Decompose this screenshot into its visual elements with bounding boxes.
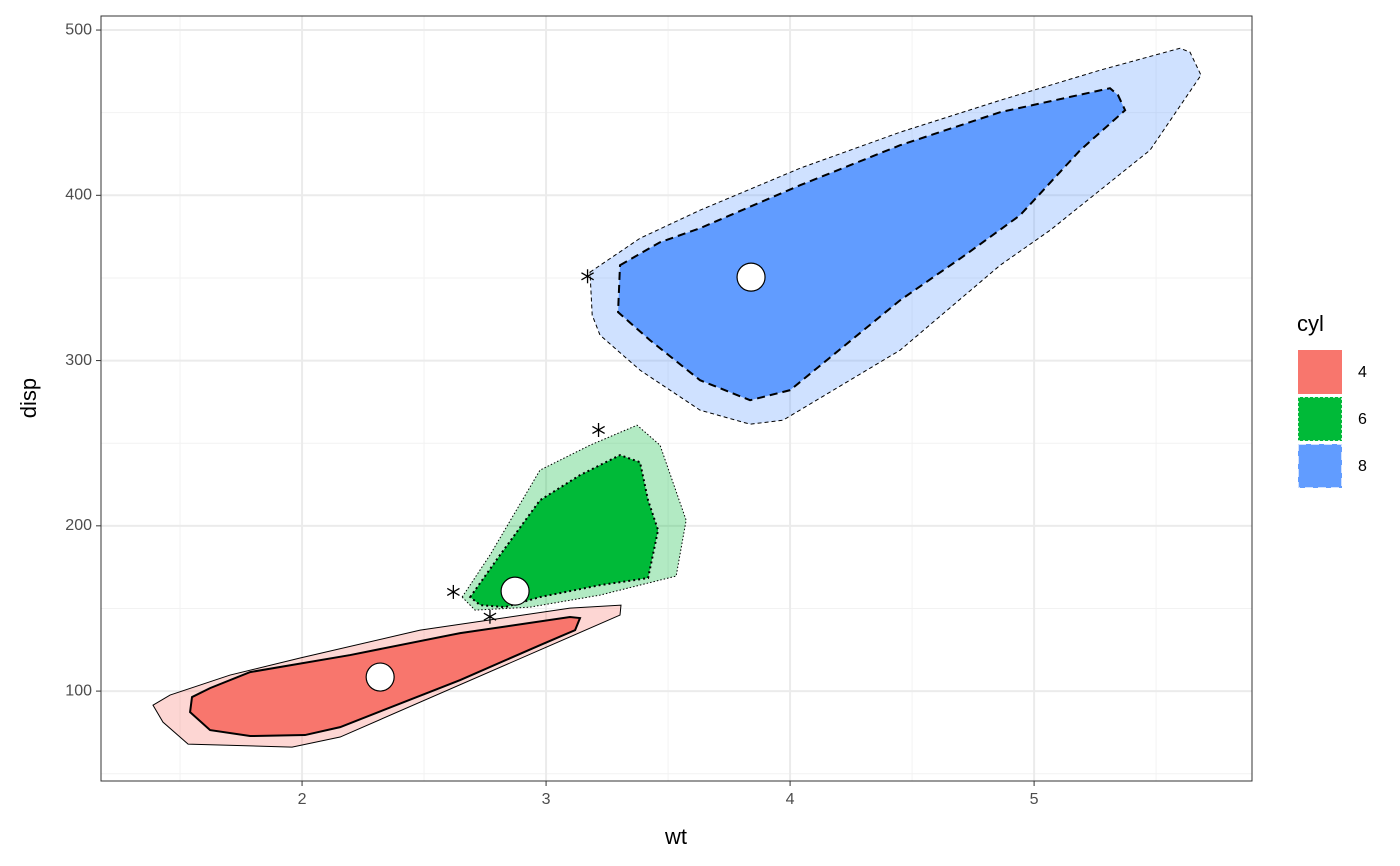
y-axis-title: disp <box>16 378 41 418</box>
legend-key <box>1297 396 1343 442</box>
x-tick-label: 5 <box>1030 791 1039 808</box>
legend-title: cyl <box>1297 311 1324 336</box>
bag <box>468 454 660 609</box>
y-tick-label: 100 <box>65 682 92 699</box>
panel-border <box>100 15 1253 782</box>
outlier <box>483 609 497 624</box>
panel <box>152 47 1202 748</box>
x-tick-label: 4 <box>786 791 795 808</box>
legend-key <box>1298 350 1342 394</box>
legend-key <box>1297 443 1343 489</box>
y-tick-label: 200 <box>65 517 92 534</box>
median <box>736 262 766 292</box>
outlier <box>446 584 460 599</box>
y-tick-label: 500 <box>65 21 92 38</box>
legend-label: 6 <box>1358 411 1367 428</box>
outlier-stroke <box>581 272 594 281</box>
outlier-stroke <box>483 612 497 621</box>
bag <box>617 87 1127 402</box>
x-axis-title: wt <box>664 824 687 849</box>
outlier-stroke <box>446 587 460 597</box>
outlier <box>581 269 594 284</box>
outlier <box>592 422 605 437</box>
median <box>365 662 395 692</box>
y-tick-label: 400 <box>65 187 92 204</box>
x-tick-label: 3 <box>542 791 551 808</box>
legend-label: 4 <box>1358 364 1367 381</box>
x-tick-label: 2 <box>298 791 307 808</box>
median <box>500 576 530 606</box>
legend-label: 8 <box>1358 458 1367 475</box>
y-tick-label: 300 <box>65 352 92 369</box>
outlier-stroke <box>592 425 605 435</box>
